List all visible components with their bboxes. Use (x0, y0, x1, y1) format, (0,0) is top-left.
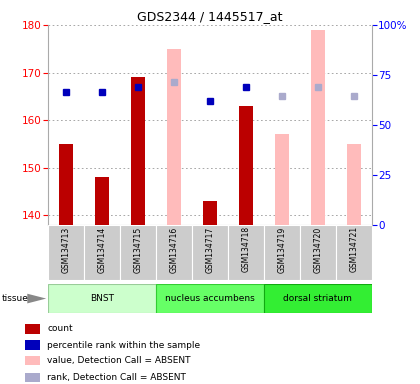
Polygon shape (27, 294, 46, 303)
Bar (84, 225, 120, 280)
Bar (25, 340, 40, 350)
Bar (131, 77, 145, 225)
Bar (311, 30, 325, 225)
Text: value, Detection Call = ABSENT: value, Detection Call = ABSENT (47, 356, 191, 365)
Bar (203, 201, 217, 225)
Bar (264, 225, 300, 280)
Bar (192, 225, 228, 280)
Bar (25, 356, 40, 365)
Bar (300, 225, 336, 280)
Text: percentile rank within the sample: percentile rank within the sample (47, 341, 200, 349)
Bar (120, 225, 156, 280)
Text: dorsal striatum: dorsal striatum (284, 294, 352, 303)
Bar (25, 372, 40, 382)
Bar (59, 144, 74, 225)
Bar (156, 225, 192, 280)
Text: GSM134713: GSM134713 (62, 226, 71, 273)
Bar (167, 49, 181, 225)
Bar (346, 144, 361, 225)
Text: count: count (47, 324, 73, 333)
Text: GSM134721: GSM134721 (349, 226, 358, 272)
Text: GSM134720: GSM134720 (313, 226, 322, 273)
Bar (239, 106, 253, 225)
Text: GSM134717: GSM134717 (205, 226, 215, 273)
Bar (25, 324, 40, 334)
Text: GSM134719: GSM134719 (277, 226, 286, 273)
Bar (336, 225, 372, 280)
Bar (156, 284, 264, 313)
Text: GDS2344 / 1445517_at: GDS2344 / 1445517_at (137, 10, 283, 23)
Text: BNST: BNST (90, 294, 114, 303)
Bar (275, 134, 289, 225)
Bar (95, 177, 109, 225)
Text: rank, Detection Call = ABSENT: rank, Detection Call = ABSENT (47, 373, 186, 382)
Text: tissue: tissue (2, 294, 29, 303)
Text: GSM134715: GSM134715 (134, 226, 143, 273)
Text: GSM134718: GSM134718 (241, 226, 250, 272)
Bar (228, 225, 264, 280)
Text: nucleus accumbens: nucleus accumbens (165, 294, 255, 303)
Bar (264, 284, 372, 313)
Bar (48, 225, 84, 280)
Text: GSM134714: GSM134714 (98, 226, 107, 273)
Text: GSM134716: GSM134716 (170, 226, 178, 273)
Bar (48, 284, 156, 313)
